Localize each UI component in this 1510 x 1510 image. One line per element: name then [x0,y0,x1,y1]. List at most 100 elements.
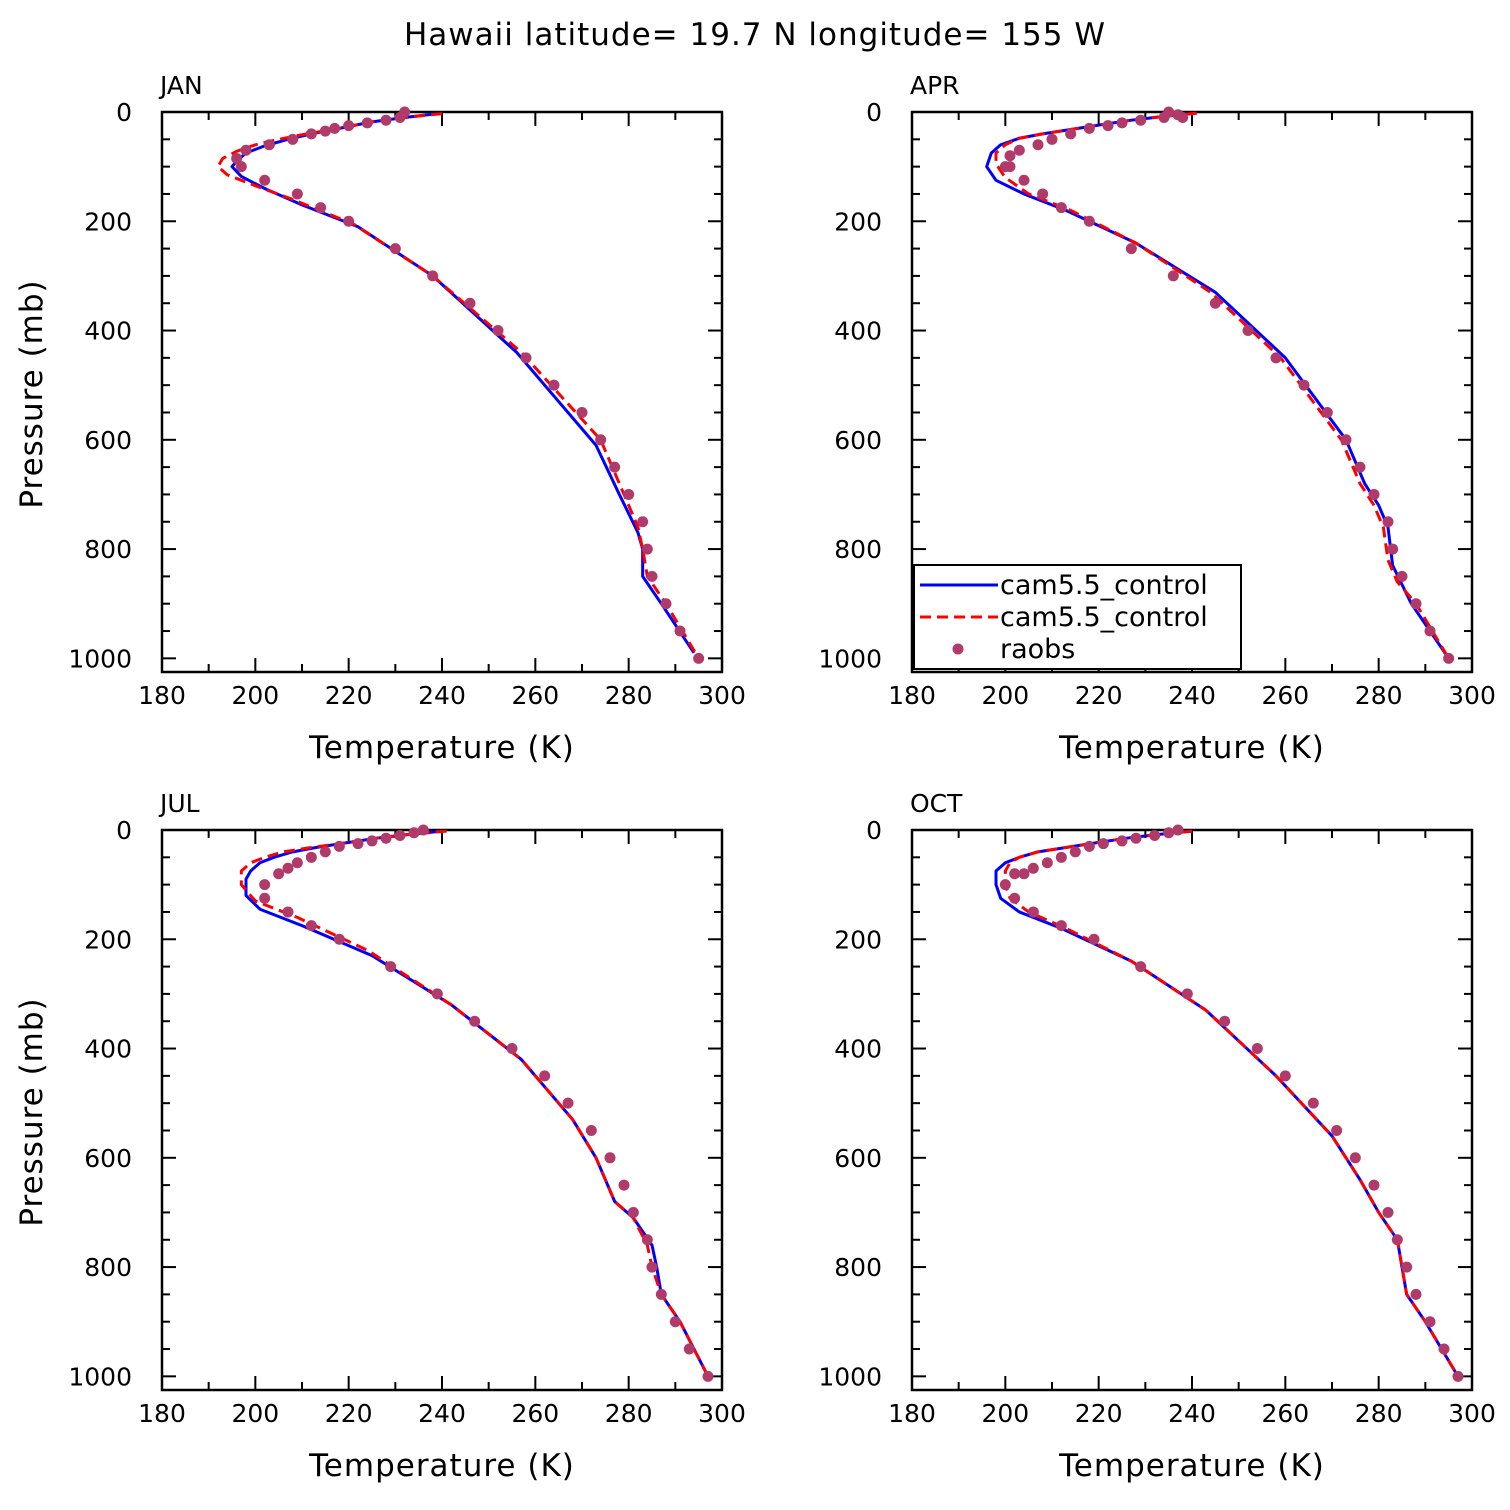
y-tick-label: 200 [84,207,132,236]
y-tick-label: 0 [116,98,132,127]
x-tick-label: 260 [1261,1399,1309,1428]
raobs-point [637,516,649,528]
raobs-point [999,879,1011,891]
x-tick-label: 260 [1261,681,1309,710]
raobs-point [287,133,299,145]
raobs-point [1055,202,1067,214]
x-tick-label: 180 [138,1399,186,1428]
x-tick-label: 200 [231,681,279,710]
x-tick-label: 220 [1075,1399,1123,1428]
raobs-point [1181,988,1193,1000]
raobs-point [1354,461,1366,473]
raobs-point [1065,128,1077,140]
series-line-solid [244,829,710,1378]
raobs-point [646,1261,658,1273]
raobs-point [669,1316,681,1328]
plot-frame [910,828,1474,1392]
raobs-point [1270,352,1282,364]
raobs-point [1032,139,1044,151]
panel-title: APR [910,71,960,100]
panel-apr: APR 180 200 220 240 260 280 300 0 200 400 600 800 100… [818,71,1495,766]
y-axis-label: Pressure (mb) [14,997,50,1226]
y-tick-label: 200 [834,925,882,954]
x-tick-label: 240 [418,1399,466,1428]
raobs-point [618,1179,630,1191]
raobs-point [1069,846,1081,858]
y-tick-label: 1000 [68,1362,132,1391]
raobs-point [1307,1097,1319,1109]
raobs-point [1251,1043,1263,1055]
series-line-solid [985,111,1450,660]
x-tick-label: 180 [888,1399,936,1428]
legend-label: cam5.5_control [1000,570,1208,601]
x-tick-label: 300 [1448,1399,1496,1428]
raobs-point [394,829,406,841]
raobs-point [595,434,607,446]
raobs-point [1083,840,1095,852]
panels-container: JAN 180 200 220 240 260 280 300 0 200 400 600 800 100… [14,71,1496,1484]
x-tick-label: 240 [1168,681,1216,710]
raobs-point [469,1015,481,1027]
y-tick-label: 600 [84,1144,132,1173]
raobs-point [1279,1070,1291,1082]
raobs-point [273,868,285,880]
raobs-point [641,1234,653,1246]
x-tick-label: 180 [138,681,186,710]
y-tick-label: 400 [84,317,132,346]
raobs-point [394,111,406,123]
legend-label: raobs [1000,634,1075,665]
raobs-point [1055,920,1067,932]
raobs-point [1004,161,1016,173]
x-tick-label: 280 [605,1399,653,1428]
panel-title: OCT [910,789,963,818]
panel-jul: JUL 180 200 220 240 260 280 300 0 200 400 600 800 100… [14,789,746,1484]
x-tick-label: 240 [418,681,466,710]
raobs-point [1219,1015,1231,1027]
series-line-dashed [239,829,710,1378]
raobs-point [585,1124,597,1136]
raobs-point [1298,379,1310,391]
raobs-point [655,1288,667,1300]
series-line-dashed [994,111,1450,660]
raobs-point [1097,838,1109,850]
raobs-point [548,379,560,391]
raobs-point [291,857,303,869]
raobs-point [506,1043,518,1055]
raobs-point [1027,906,1039,918]
raobs-point [417,824,429,836]
x-axis-label: Temperature (K) [308,730,575,766]
raobs-point [1116,117,1128,129]
raobs-point [1424,1316,1436,1328]
raobs-point [319,125,331,137]
raobs-point [385,961,397,973]
y-tick-label: 800 [84,1253,132,1282]
raobs-point [1004,150,1016,162]
raobs-point [1158,111,1170,123]
raobs-point [259,174,271,186]
x-tick-label: 200 [981,681,1029,710]
series-line-dashed [1003,829,1460,1378]
raobs-point [1135,114,1147,126]
raobs-point [1083,215,1095,227]
y-tick-label: 0 [116,816,132,845]
panel-oct: OCT 180 200 220 240 260 280 300 0 200 400 600 800 100… [818,789,1495,1484]
y-axis-label: Pressure (mb) [14,279,50,508]
raobs-point [1401,1261,1413,1273]
raobs-point [1368,1179,1380,1191]
raobs-point [627,1206,639,1218]
raobs-point [291,188,303,200]
raobs-point [408,827,420,839]
raobs-point [492,325,504,337]
x-tick-label: 240 [1168,1399,1216,1428]
raobs-point [1041,857,1053,869]
raobs-point [431,988,443,1000]
series-line-dashed [216,112,700,660]
y-tick-label: 400 [834,1035,882,1064]
raobs-point [464,297,476,309]
y-tick-label: 600 [84,426,132,455]
raobs-point [1037,188,1049,200]
raobs-point [1438,1343,1450,1355]
y-tick-label: 600 [834,1144,882,1173]
raobs-point [683,1343,695,1355]
